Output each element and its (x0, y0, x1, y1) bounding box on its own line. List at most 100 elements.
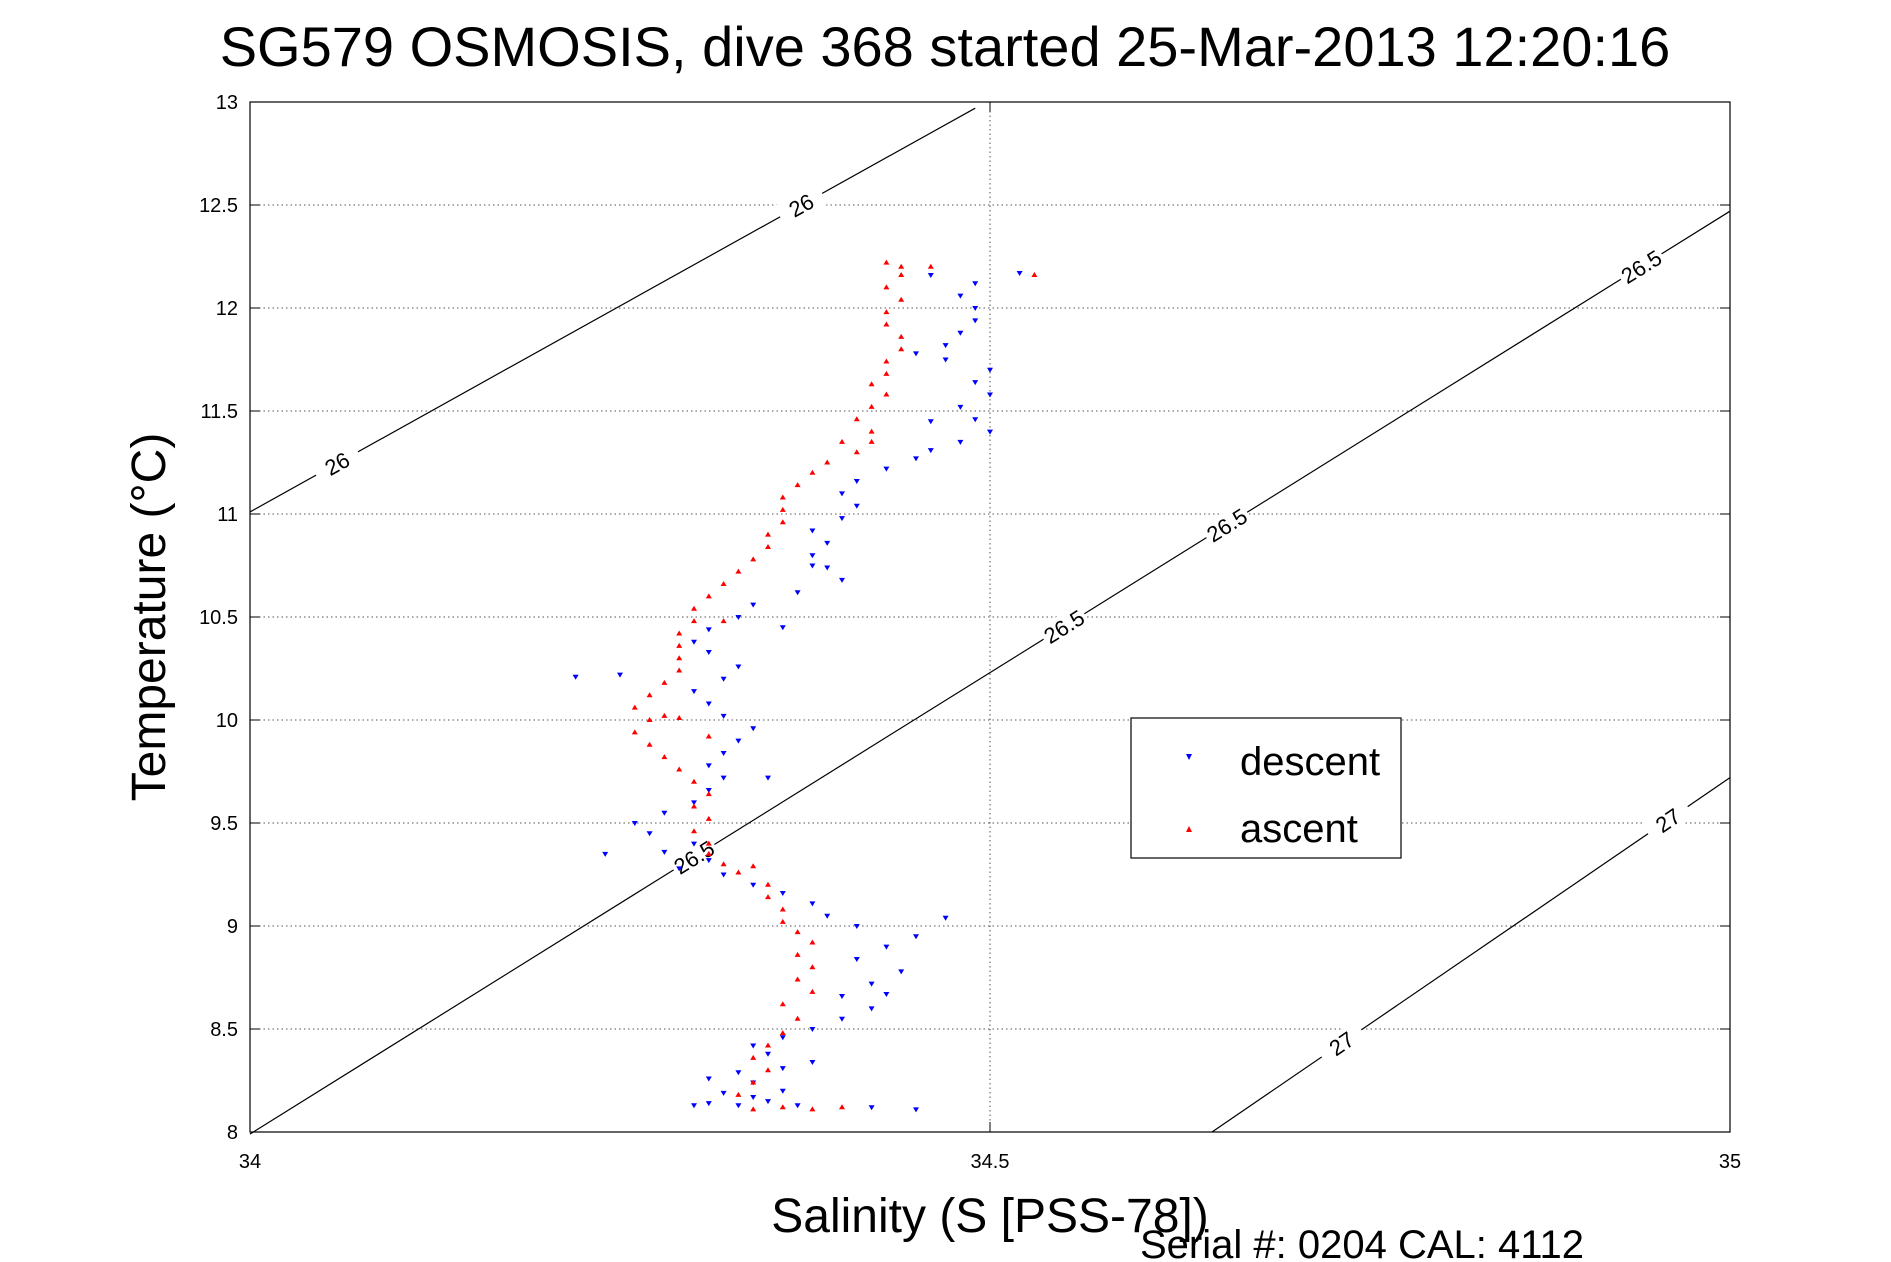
descent-point (972, 417, 979, 423)
chart-title: SG579 OSMOSIS, dive 368 started 25-Mar-2… (220, 15, 1671, 78)
descent-point (942, 343, 949, 349)
legend: descent ascent (1130, 717, 1402, 859)
contour-label-bg (310, 441, 364, 486)
descent-point (972, 281, 979, 287)
ascent-point (735, 568, 742, 574)
descent-point (691, 800, 697, 806)
ascent-point (809, 469, 816, 475)
descent-point (839, 577, 845, 583)
descent-point (942, 357, 949, 363)
descent-point (720, 872, 727, 878)
descent-point (691, 639, 697, 645)
ascent-point (765, 531, 771, 537)
descent-point (824, 540, 831, 546)
x-tick-label: 35 (1719, 1151, 1741, 1173)
ascent-point (779, 506, 786, 512)
descent-point (720, 1090, 727, 1096)
ascent-point (691, 778, 697, 784)
ascent-point (676, 714, 683, 720)
ascent-point (883, 284, 890, 290)
descent-point (705, 627, 712, 633)
descent-point (705, 701, 712, 707)
descent-point (720, 676, 727, 682)
ascent-point (779, 1001, 786, 1007)
descent-point (779, 1035, 786, 1041)
descent-point (913, 1107, 919, 1113)
descent-point (794, 1103, 801, 1109)
descent-point (809, 1027, 816, 1032)
x-axis-title: Salinity (S [PSS-78]) (771, 1190, 1208, 1243)
descent-point (720, 713, 727, 719)
ascent-point (809, 939, 816, 945)
ascent-point (898, 333, 905, 339)
ascent-point (898, 296, 905, 302)
contour-label-bg (1037, 603, 1091, 650)
descent-point (1016, 270, 1023, 276)
ascent-point (883, 259, 890, 265)
x-tick-label: 34 (239, 1151, 261, 1173)
ascent-point (898, 346, 905, 352)
ascent-point (794, 929, 801, 935)
ascent-point (676, 667, 683, 673)
descent-point (765, 1051, 771, 1057)
ascent-point (691, 803, 697, 809)
descent-point (765, 1099, 771, 1105)
ascent-point (705, 815, 712, 821)
descent-point (957, 404, 964, 410)
ascent-point (661, 712, 668, 718)
ascent-point (720, 861, 727, 867)
descent-point (705, 1101, 712, 1107)
descent-point (853, 924, 860, 929)
ascent-point (750, 556, 757, 562)
descent-point (809, 553, 816, 559)
descent-point (691, 841, 697, 847)
descent-point (735, 615, 742, 620)
serial-cal-footer: Serial #: 0204 CAL: 4112 (1140, 1223, 1584, 1262)
descent-point (913, 934, 919, 940)
ascent-point (631, 729, 638, 735)
ascent-point (691, 605, 697, 611)
descent-point (868, 1105, 875, 1111)
ascent-point (779, 918, 786, 924)
descent-point (972, 306, 979, 311)
y-tick-label: 10 (216, 710, 238, 732)
ascent-point (794, 951, 801, 957)
y-tick-label: 11 (217, 504, 238, 526)
descent-point (720, 775, 727, 781)
isopycnal-line (249, 210, 1731, 1135)
descent-point (957, 439, 964, 445)
descent-point (750, 1043, 757, 1049)
ascent-point (868, 428, 875, 434)
descent-point (824, 565, 831, 571)
ascent-point (794, 482, 801, 488)
ascent-point (839, 438, 845, 444)
descent-point (779, 625, 786, 631)
ascent-point (750, 863, 757, 869)
ascent-point (765, 1042, 771, 1048)
ascent-point (661, 679, 668, 685)
ascent-point (779, 494, 786, 500)
ascent-point (676, 642, 683, 648)
descent-point (883, 944, 890, 950)
descent-point (927, 273, 934, 279)
y-tick-label: 10.5 (199, 607, 238, 629)
ascent-point (735, 869, 742, 875)
legend-descent-marker (1186, 754, 1192, 760)
ascent-point (809, 1106, 816, 1112)
ascent-point (779, 1104, 786, 1110)
y-axis-title: Temperature (°C) (123, 433, 176, 802)
ascent-point (765, 894, 771, 900)
ascent-point (720, 581, 727, 587)
descent-point (809, 528, 816, 534)
descent-point (839, 1016, 845, 1022)
descent-point (927, 419, 934, 425)
ascent-point (883, 321, 890, 327)
descent-point (705, 1076, 712, 1082)
descent-point (720, 750, 727, 756)
ascent-point (853, 449, 860, 455)
ascent-point (779, 519, 786, 525)
ascent-point (779, 906, 786, 912)
ascent-point (883, 370, 890, 376)
descent-point (705, 788, 712, 794)
